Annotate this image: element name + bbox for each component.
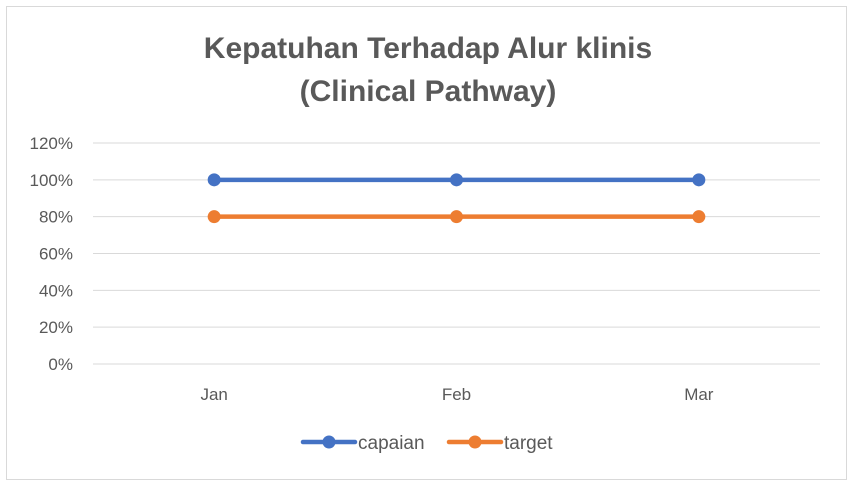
x-tick-label-jan: Jan	[200, 385, 227, 404]
y-tick-label: 120%	[30, 134, 73, 153]
legend-marker-target	[468, 435, 482, 449]
y-tick-label: 80%	[39, 208, 73, 227]
series-lines	[207, 173, 706, 224]
x-tick-label-mar: Mar	[684, 385, 714, 404]
legend: capaian target	[300, 433, 553, 454]
y-tick-label: 100%	[30, 171, 73, 190]
point-target-jan	[207, 210, 221, 224]
x-axis-tick-labels: Jan Feb Mar	[200, 385, 713, 404]
y-tick-label: 0%	[48, 355, 73, 374]
point-target-mar	[692, 210, 706, 224]
y-tick-label: 20%	[39, 318, 73, 337]
legend-marker-capaian	[322, 435, 336, 449]
chart-title-line-2: (Clinical Pathway)	[300, 75, 557, 108]
point-capaian-jan	[207, 173, 221, 187]
legend-label-target: target	[504, 433, 553, 454]
y-axis-tick-labels: 0% 20% 40% 60% 80% 100% 120%	[30, 134, 73, 374]
x-tick-label-feb: Feb	[442, 385, 471, 404]
point-capaian-feb	[450, 173, 463, 187]
point-capaian-mar	[692, 173, 706, 187]
legend-label-capaian: capaian	[358, 433, 425, 454]
point-target-feb	[450, 210, 463, 224]
y-tick-label: 40%	[39, 281, 73, 300]
y-tick-label: 60%	[39, 245, 73, 264]
chart-frame	[6, 6, 847, 480]
chart-title-line-1: Kepatuhan Terhadap Alur klinis	[204, 32, 652, 65]
